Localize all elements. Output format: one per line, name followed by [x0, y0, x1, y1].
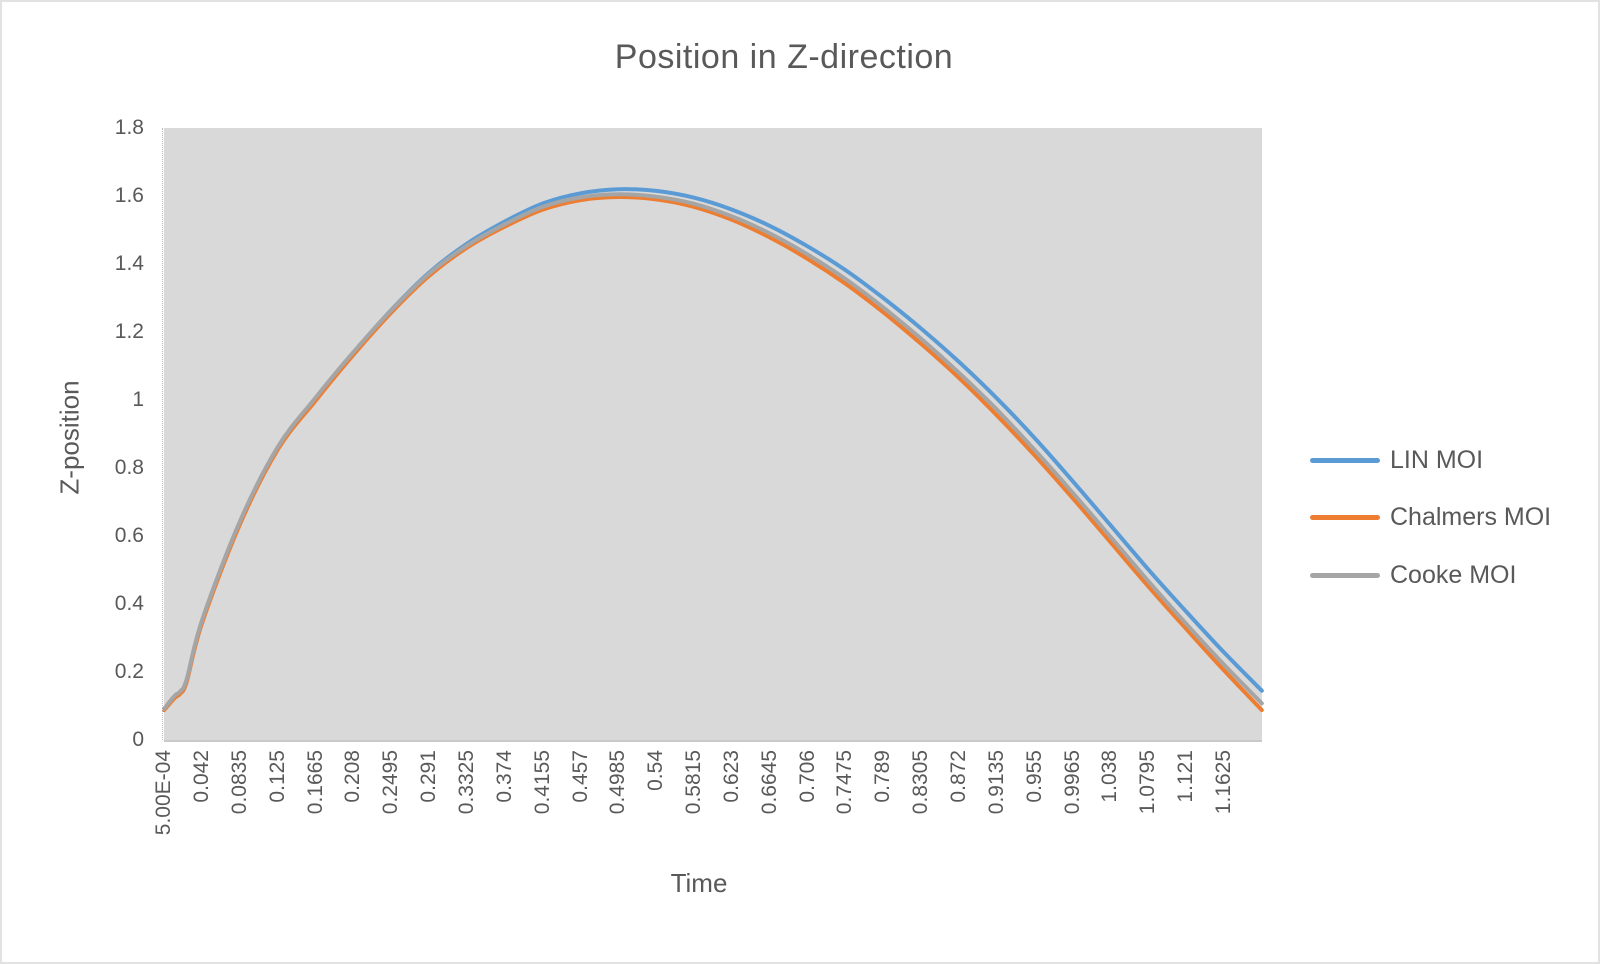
series-line-lin-moi: [162, 187, 1264, 712]
chart-title: Position in Z-direction: [614, 38, 954, 76]
x-axis-title: Time: [670, 868, 728, 898]
y-tick-label: 0.6: [114, 524, 144, 547]
y-axis-line: [162, 128, 163, 740]
y-tick-label: 1.4: [114, 252, 144, 275]
plot-area: [162, 128, 1264, 740]
y-tick-label: 1.6: [114, 184, 144, 207]
y-tick-label: 1.2: [114, 320, 144, 343]
line-series-plot: [162, 187, 1264, 713]
y-tick-label: 0.8: [114, 456, 144, 479]
legend-item: Cooke MOI: [1310, 561, 1516, 589]
legend-label: LIN MOI: [1390, 445, 1484, 474]
series-line-cooke-moi: [162, 192, 1264, 711]
legend-label: Chalmers MOI: [1390, 503, 1552, 531]
y-axis-title: Z-position: [54, 380, 85, 495]
y-tick-label: 0.2: [114, 660, 144, 683]
legend-line-swatch: [1310, 572, 1380, 578]
y-tick-label: 1: [132, 388, 144, 411]
legend-line-swatch: [1310, 457, 1380, 463]
x-axis-line: [164, 740, 1262, 742]
legend-label: Cooke MOI: [1390, 560, 1517, 589]
legend-item: Chalmers MOI: [1310, 503, 1552, 532]
y-tick-label: 0.4: [114, 592, 144, 615]
series-line-chalmers-moi: [162, 194, 1264, 713]
y-tick-label: 0: [132, 728, 144, 751]
legend-line-swatch: [1310, 515, 1380, 520]
legend-item: LIN MOI: [1310, 446, 1483, 474]
y-tick-label: 1.8: [114, 116, 144, 139]
